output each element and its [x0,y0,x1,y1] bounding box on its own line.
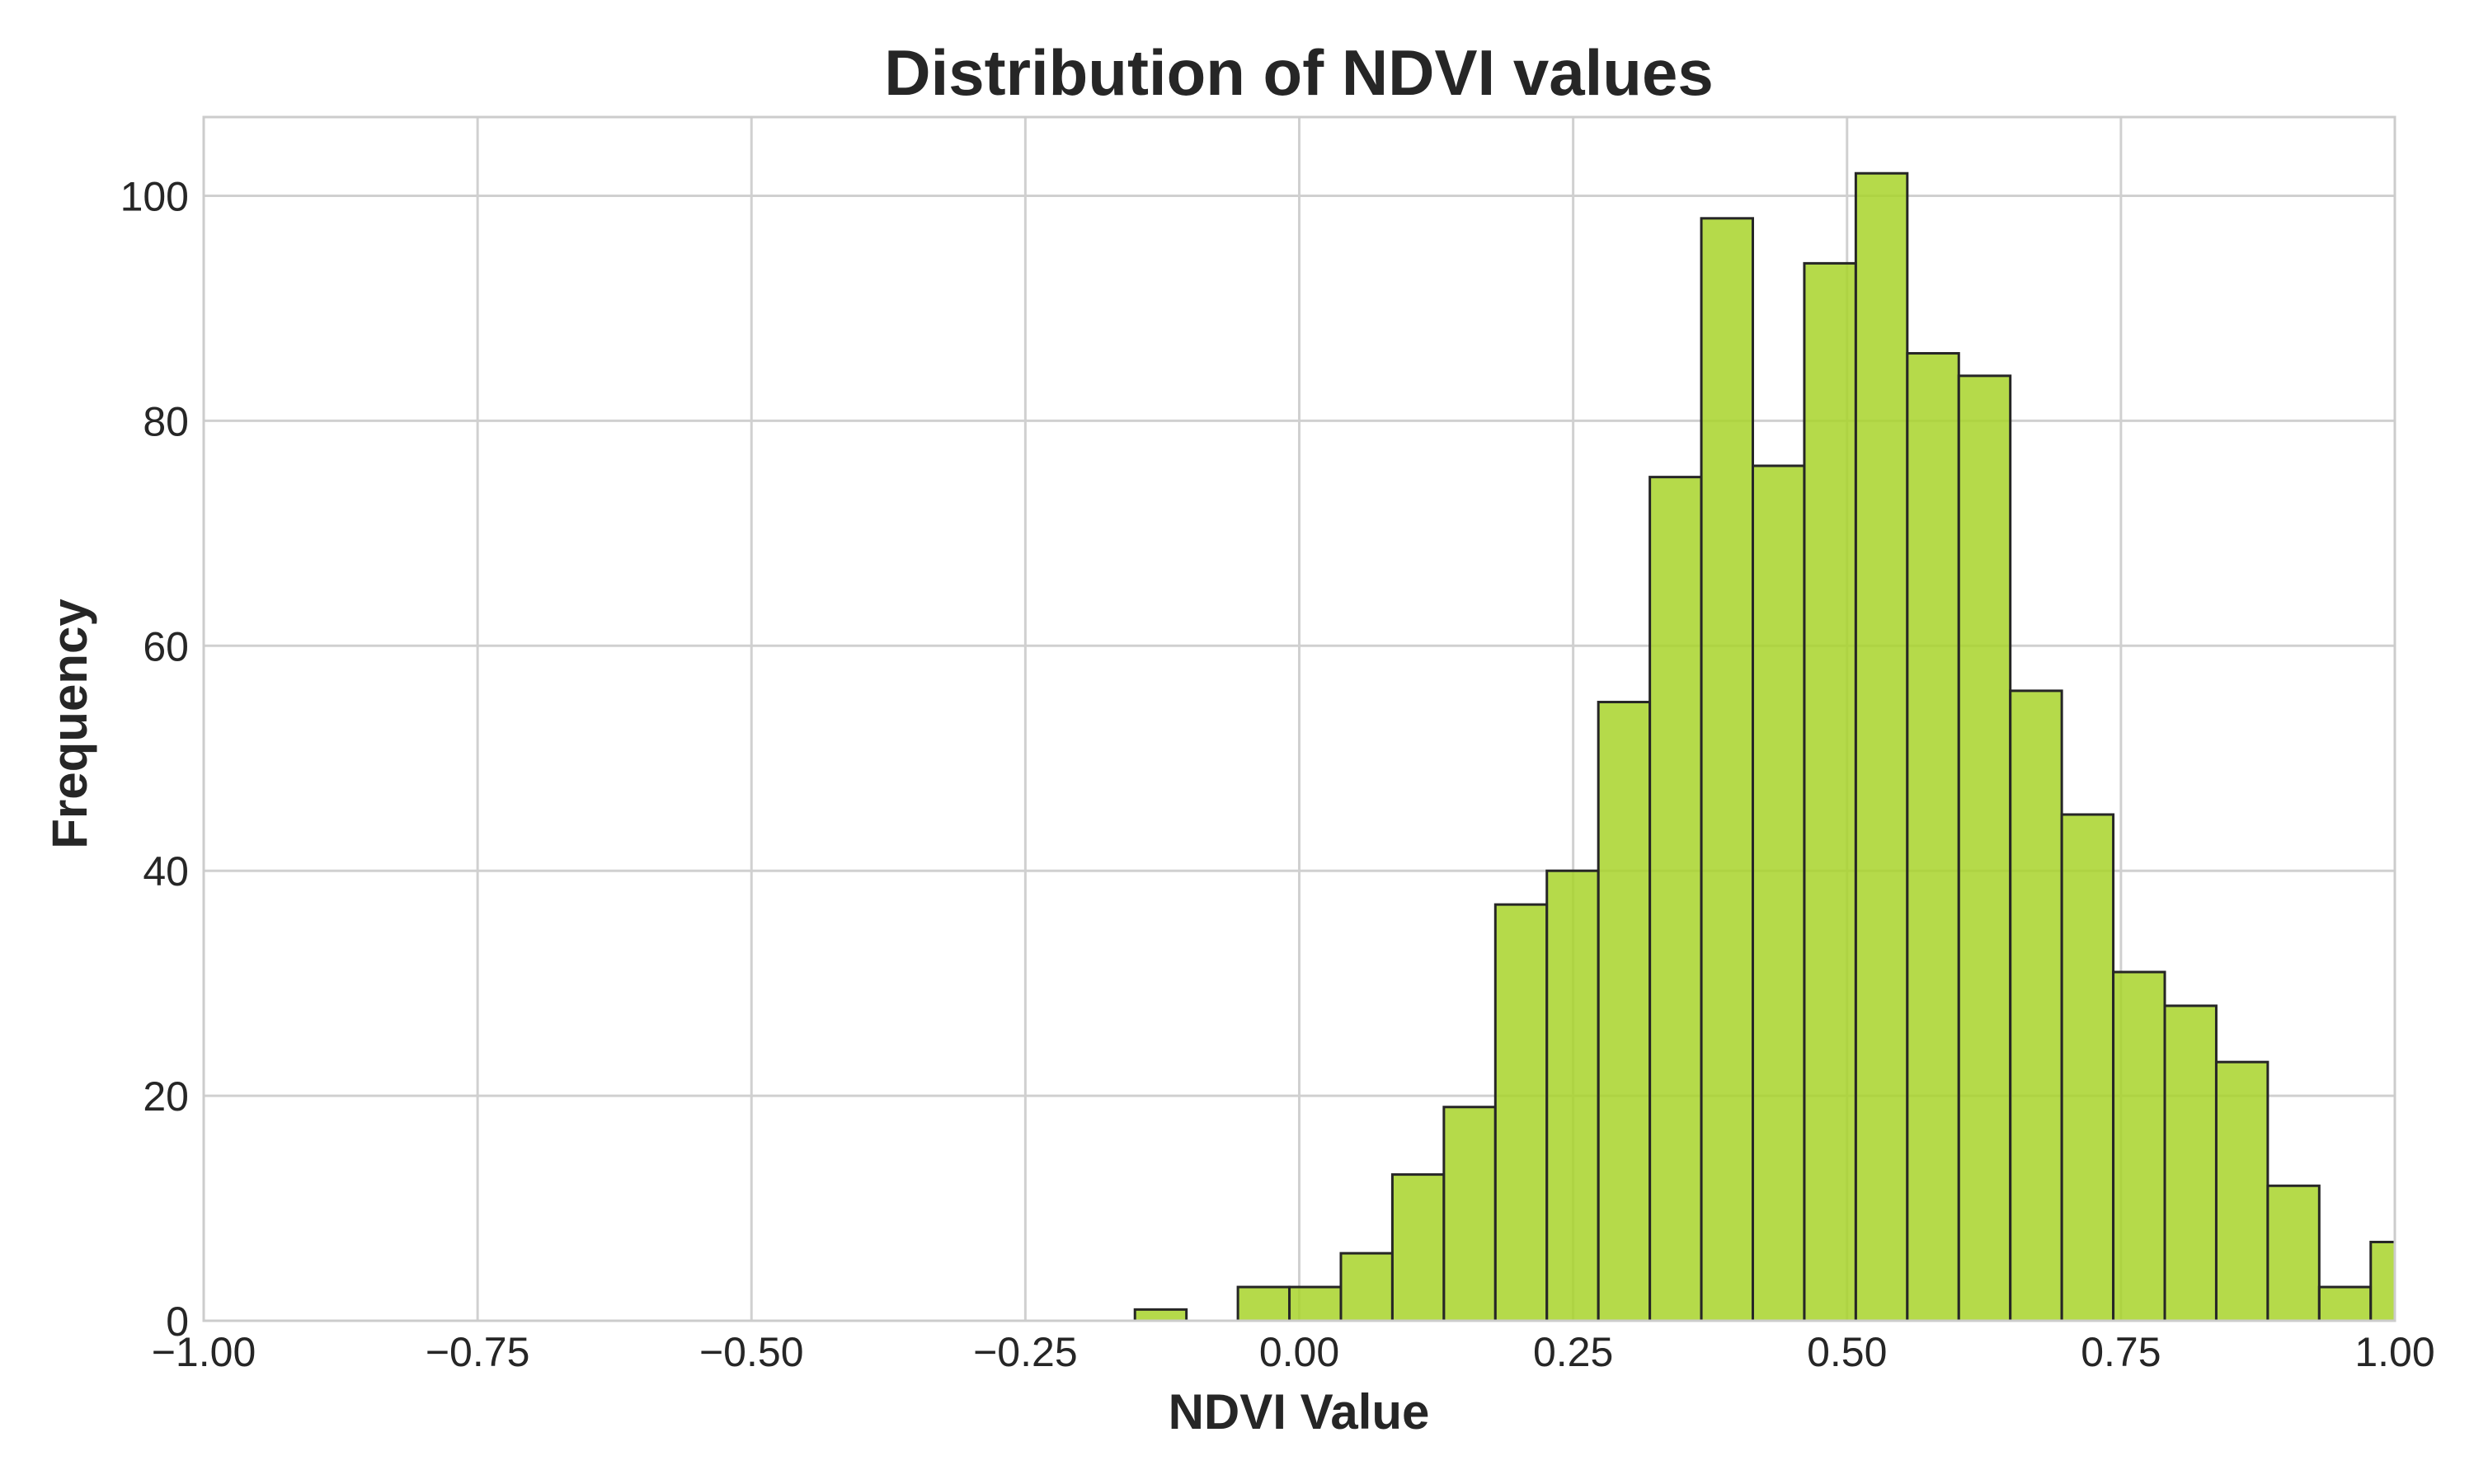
x-tick-label: −0.75 [426,1329,530,1375]
histogram-bar [2163,1004,2218,1322]
y-axis-label: Frequency [42,599,97,849]
histogram-bar [2112,970,2166,1322]
x-tick-label: 0.75 [2081,1329,2161,1375]
y-tick-label: 20 [143,1073,189,1120]
histogram-bar [1133,1308,1188,1322]
histogram-bar [1545,869,1600,1322]
x-tick-label: −0.50 [699,1329,804,1375]
y-tick-label: 60 [143,623,189,669]
histogram-bar [1803,261,1857,1322]
x-tick-labels: −1.00 −0.75 −0.50 −0.25 0.00 0.25 0.50 0.75 1.00 [152,1329,2435,1375]
x-tick-label: −0.25 [973,1329,1078,1375]
y-tick-label: 100 [120,174,189,220]
histogram-bar [1288,1285,1343,1322]
x-axis-label: NDVI Value [1169,1384,1430,1439]
histogram-bar [2214,1060,2269,1322]
histogram-bar [1700,217,1754,1322]
x-tick-label: 0.00 [1259,1329,1339,1375]
histogram-bar [2369,1240,2395,1322]
histogram-bar [1339,1252,1394,1322]
histogram-bar [2266,1184,2321,1322]
x-tick-label: 0.50 [1807,1329,1887,1375]
x-tick-label: 1.00 [2354,1329,2434,1375]
plot-frame [202,115,2396,1322]
histogram-bar [1649,476,1703,1322]
x-tick-label: −1.00 [152,1329,256,1375]
histogram-bar [2060,813,2115,1322]
histogram-bars [1133,171,2395,1322]
histogram-bar [1442,1106,1497,1322]
chart-title: Distribution of NDVI values [884,36,1713,109]
histogram-bar [1493,903,1549,1322]
histogram-bar [1597,701,1652,1322]
y-tick-labels: 0 20 40 60 80 100 [120,174,189,1345]
y-tick-label: 40 [143,848,189,895]
histogram-bar [1751,464,1806,1322]
histogram-bar [1854,171,1909,1322]
histogram-bar [1957,374,2012,1322]
histogram-bar [1236,1285,1291,1322]
y-tick-label: 80 [143,398,189,444]
x-tick-label: 0.25 [1533,1329,1613,1375]
histogram-bar [1906,352,1960,1322]
y-tick-label: 0 [166,1298,189,1345]
histogram-bar [2317,1285,2373,1322]
histogram-bar [2009,689,2063,1322]
histogram-bar [1390,1173,1446,1322]
